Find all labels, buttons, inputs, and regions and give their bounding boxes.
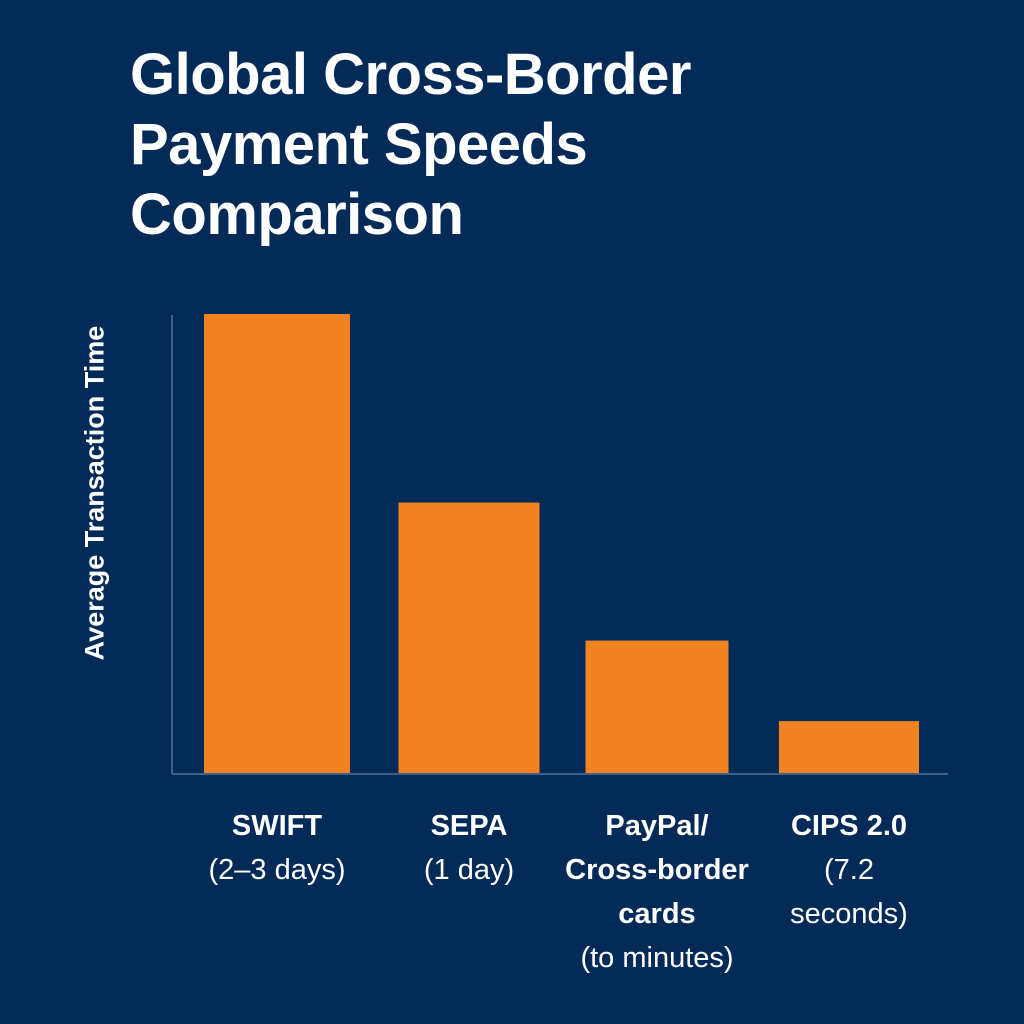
category-label-3: CIPS 2.0 (7.2 seconds) [744,804,954,936]
category-detail-line: (2–3 days) [208,854,346,886]
category-name-line: CIPS 2.0 [790,810,908,842]
category-name-line: cards [618,898,696,930]
bar-3 [779,721,919,774]
bar-2 [585,640,729,774]
chart-title: Global Cross-Border Payment Speeds Compa… [130,42,691,247]
category-label-0: SWIFT (2–3 days) [172,804,382,892]
category-name-line: PayPal/ [605,810,709,842]
category-name-line: Cross-border [565,854,749,886]
category-label-1: SEPA (1 day) [364,804,574,892]
category-label-2: PayPal/Cross-border cards (to minutes) [552,804,762,980]
category-name-line: SEPA [430,810,508,842]
category-detail-line: (7.2 [824,854,874,886]
bar-1 [398,502,540,774]
bar-0 [204,314,350,774]
category-detail-line: seconds) [790,898,908,930]
category-name-line: SWIFT [231,810,323,842]
category-detail-line: (1 day) [423,854,515,886]
category-detail-line: (to minutes) [580,942,734,974]
